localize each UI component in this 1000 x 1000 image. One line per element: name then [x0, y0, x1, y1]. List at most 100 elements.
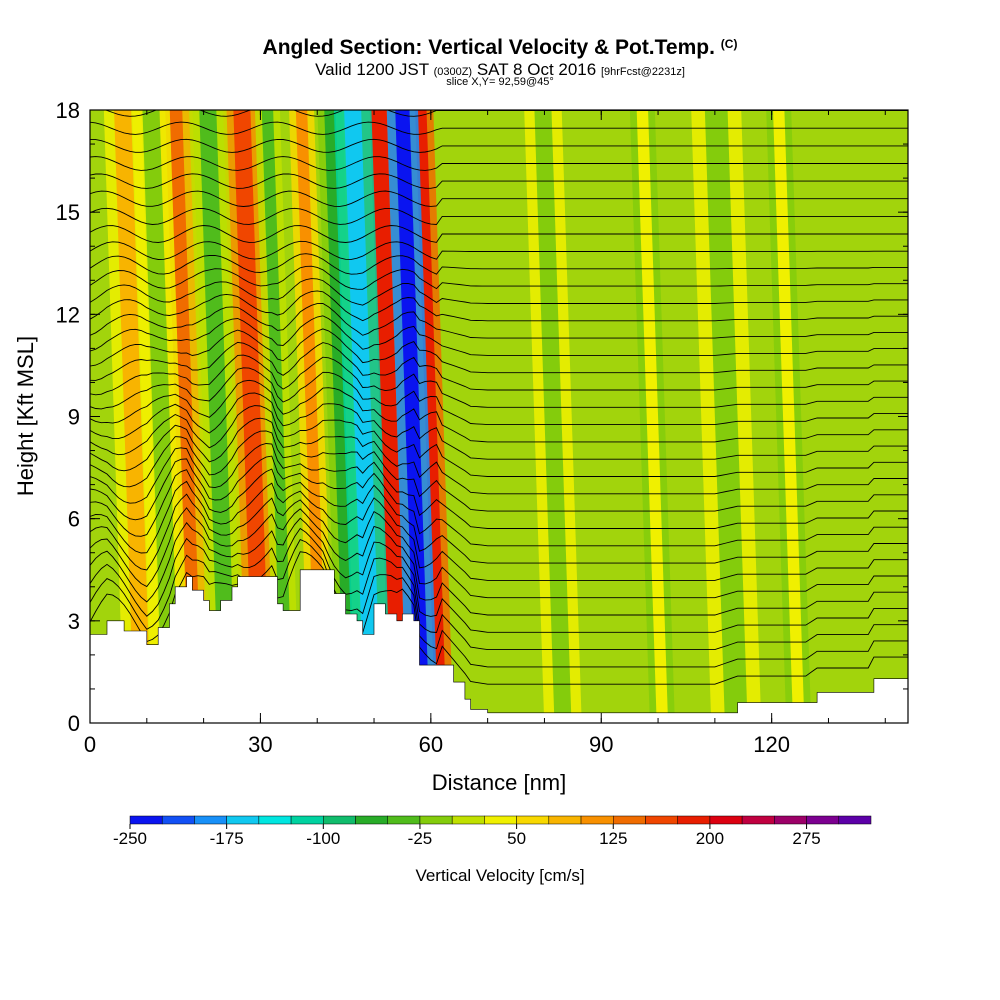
- theta-contour: [90, 539, 908, 668]
- colorbar-swatch: [516, 815, 550, 825]
- theta-contour: [90, 430, 908, 512]
- theta-contour: [90, 240, 908, 260]
- colorbar-swatch: [226, 815, 260, 825]
- theta-contour: [90, 367, 908, 426]
- colorbar-swatch: [806, 815, 840, 825]
- theta-contour: [90, 341, 908, 391]
- chart-title: Angled Section: Vertical Velocity & Pot.…: [0, 36, 1000, 60]
- theta-contour: [90, 190, 908, 207]
- theta-contour: [90, 156, 908, 171]
- theta-contour: [90, 315, 908, 356]
- theta-contour: [90, 225, 908, 243]
- colorbar-label: Vertical Velocity [cm/s]: [415, 866, 584, 885]
- theta-contour: [90, 207, 908, 225]
- downdraft-band: [344, 110, 382, 723]
- colorbar-tick-label: -100: [306, 829, 340, 848]
- colorbar-swatch: [194, 815, 227, 825]
- downdraft-band: [324, 110, 356, 723]
- colorbar-swatch: [838, 815, 872, 825]
- y-axis: 0 3 6 9 12 15 18: [56, 98, 908, 736]
- theta-contour: [90, 379, 908, 443]
- theta-contour: [90, 265, 908, 290]
- colorbar: -250 -175 -100 -25 50 125 200 275: [113, 815, 872, 848]
- colorbar-tick-label: 50: [507, 829, 526, 848]
- updraft-band: [636, 110, 669, 723]
- downdraft-band: [261, 110, 294, 723]
- theta-contour: [90, 517, 908, 633]
- theta-contour: [90, 507, 908, 616]
- valid-time: Valid 1200 JST: [315, 60, 429, 79]
- y-tick-label: 18: [56, 98, 80, 123]
- theta-contour: [90, 303, 908, 339]
- updraft-band: [114, 110, 152, 723]
- colorbar-tick-label: -25: [408, 829, 433, 848]
- downdraft-band: [199, 110, 237, 723]
- theta-contour: [90, 278, 908, 306]
- y-tick-label: 6: [68, 507, 80, 532]
- colorbar-tick-label: -250: [113, 829, 147, 848]
- colorbar-tick-label: 125: [599, 829, 627, 848]
- colorbar-tick-label: 275: [792, 829, 820, 848]
- colorbar-swatch: [774, 815, 807, 825]
- downdraft-band: [704, 110, 748, 723]
- theta-contour: [90, 290, 908, 322]
- colorbar-swatch: [258, 815, 292, 825]
- colorbar-swatch: [677, 815, 711, 825]
- updraft-band: [773, 110, 805, 723]
- colorbar-swatch: [548, 815, 582, 825]
- slice-info: slice X,Y= 92,59@45°: [446, 76, 554, 88]
- colorbar-tick-label: -175: [210, 829, 244, 848]
- theta-contour: [90, 493, 908, 599]
- chart-subtitle: Valid 1200 JST (0300Z) SAT 8 Oct 2016 [9…: [0, 60, 1000, 80]
- x-tick-label: 60: [419, 732, 443, 757]
- colorbar-swatch: [451, 815, 485, 825]
- downdraft-band: [534, 110, 572, 723]
- updraft-band: [233, 110, 271, 723]
- theta-contour: [90, 138, 908, 153]
- colorbar-swatch: [741, 815, 775, 825]
- velocity-bands: [103, 110, 812, 723]
- x-tick-label: 120: [753, 732, 790, 757]
- theta-contour: [90, 121, 908, 135]
- colorbar-swatch: [355, 815, 388, 825]
- theta-contour: [90, 354, 908, 408]
- colorbar-swatch: [484, 815, 517, 825]
- valid-utc: (0300Z): [433, 66, 473, 78]
- theta-contour: [90, 392, 908, 460]
- x-tick-label: 30: [248, 732, 272, 757]
- theta-contour: [90, 455, 908, 547]
- colorbar-swatch: [419, 815, 453, 825]
- y-tick-label: 9: [68, 405, 80, 430]
- x-axis-label: Distance [nm]: [432, 770, 567, 795]
- theta-contour: [90, 417, 908, 495]
- colorbar-swatch: [129, 815, 163, 825]
- downdraft-band: [142, 110, 180, 723]
- terrain-mask: [90, 569, 908, 723]
- y-tick-label: 15: [56, 200, 80, 225]
- theta-contour: [90, 527, 908, 651]
- downdraft-band: [395, 110, 430, 723]
- chart-title-main: Angled Section: Vertical Velocity & Pot.…: [262, 36, 715, 59]
- x-axis: 0 30 60 90 120: [84, 110, 886, 757]
- y-tick-label: 3: [68, 609, 80, 634]
- valid-date: SAT 8 Oct 2016: [476, 60, 597, 79]
- theta-contour: [90, 443, 908, 529]
- theta-contour: [90, 468, 908, 564]
- colorbar-swatch: [613, 815, 646, 825]
- y-tick-label: 12: [56, 302, 80, 327]
- colorbar-swatch: [709, 815, 743, 825]
- theta-contour: [90, 480, 908, 581]
- y-tick-label: 0: [68, 711, 80, 736]
- colorbar-swatch: [290, 815, 324, 825]
- colorbar-swatch: [161, 815, 195, 825]
- x-tick-label: 0: [84, 732, 96, 757]
- y-axis-label: Height [Kft MSL]: [13, 336, 38, 496]
- potential-temperature-contours: [90, 110, 908, 685]
- colorbar-swatch: [387, 815, 421, 825]
- theta-contour: [90, 328, 908, 374]
- theta-contour: [90, 405, 908, 477]
- theta-contour: [90, 253, 908, 275]
- colorbar-swatch: [323, 815, 356, 825]
- updraft-band: [369, 110, 407, 723]
